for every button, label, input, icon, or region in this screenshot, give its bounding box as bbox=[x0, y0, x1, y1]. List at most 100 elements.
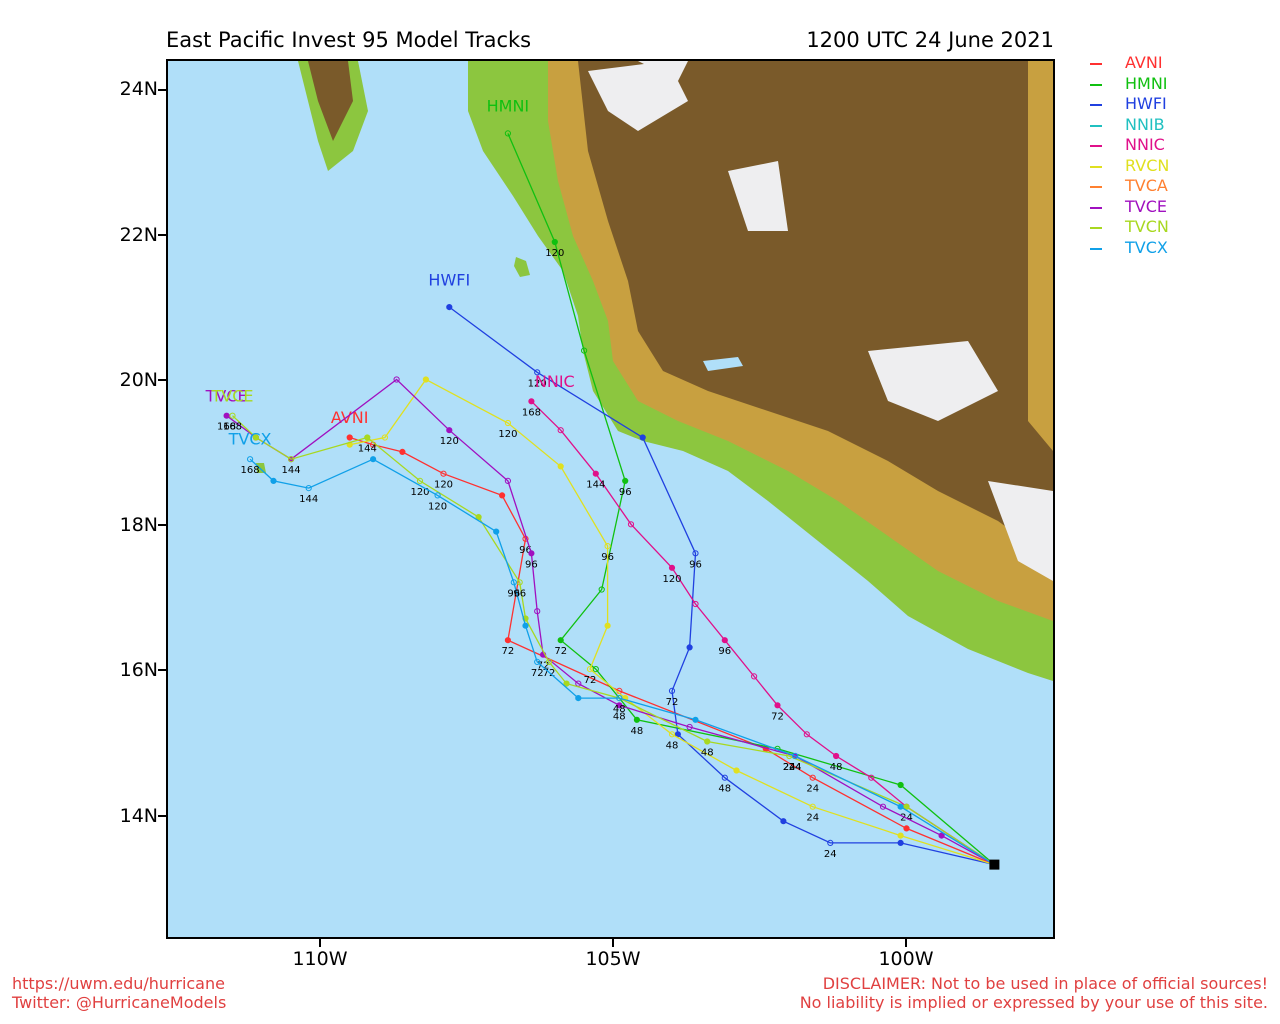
track-point-tvcx bbox=[692, 716, 699, 723]
forecast-hour-label: 120 bbox=[662, 574, 681, 585]
track-point-rvcn bbox=[604, 543, 611, 550]
track-point-rvcn bbox=[586, 666, 594, 673]
mountains bbox=[578, 61, 1053, 561]
footer-twitter[interactable]: Twitter: @HurricaneModels bbox=[12, 993, 227, 1012]
track-point-tvce bbox=[393, 376, 400, 383]
peak-4 bbox=[988, 481, 1053, 581]
track-point-nnic bbox=[868, 774, 875, 781]
disclaimer-line-1: DISCLAIMER: Not to be used in place of o… bbox=[822, 974, 1268, 993]
lat-label-16n: 16N bbox=[119, 659, 158, 681]
track-point-rvcn bbox=[504, 419, 511, 427]
forecast-hour-label: 96 bbox=[601, 552, 614, 563]
forecast-hour-label: 72 bbox=[554, 646, 567, 657]
legend-swatch-rvcn bbox=[1090, 165, 1102, 168]
track-point-tvcn bbox=[252, 434, 260, 441]
track-point-nnic bbox=[592, 470, 599, 477]
track-point-tvce bbox=[686, 723, 693, 731]
track-point-tvcn bbox=[288, 456, 295, 463]
lon-label-100w: 100W bbox=[878, 948, 934, 970]
lat-label-14n: 14N bbox=[119, 805, 158, 827]
track-point-avni bbox=[346, 434, 353, 441]
map-title: East Pacific Invest 95 Model Tracks bbox=[166, 28, 532, 52]
forecast-hour-label: 48 bbox=[631, 726, 644, 737]
forecast-hour-label: 48 bbox=[613, 711, 626, 722]
forecast-hour-label: 72 bbox=[543, 668, 556, 679]
track-point-tvcn bbox=[516, 579, 523, 586]
forecast-hour-label: 96 bbox=[519, 545, 532, 556]
track-rvcn bbox=[349, 378, 995, 866]
legend-swatch-nnib bbox=[1090, 124, 1102, 127]
track-point-tvcn bbox=[475, 514, 482, 521]
legend-swatch-tvca bbox=[1090, 186, 1102, 188]
legend-swatch-hmni bbox=[1090, 83, 1102, 86]
legend-swatch-tvcn bbox=[1090, 227, 1102, 229]
track-point-hwfi bbox=[639, 434, 646, 441]
track-point-hmni bbox=[622, 477, 629, 484]
legend-label-tvcn: TVCN bbox=[1125, 217, 1169, 236]
forecast-hour-label: 24 bbox=[824, 849, 837, 860]
footer-right: DISCLAIMER: Not to be used in place of o… bbox=[800, 974, 1268, 1012]
track-point-hmni bbox=[633, 716, 640, 723]
forecast-hour-label: 96 bbox=[513, 588, 526, 599]
track-point-hwfi bbox=[692, 550, 699, 557]
disclaimer-line-2: No liability is implied or expressed by … bbox=[799, 993, 1268, 1012]
peak-5 bbox=[638, 61, 688, 81]
track-point-tvcn bbox=[229, 412, 236, 419]
footer-left: https://uwm.edu/hurricane Twitter: @Hurr… bbox=[12, 974, 226, 1012]
track-point-hwfi bbox=[780, 818, 787, 825]
track-point-tvcx bbox=[575, 695, 582, 702]
track-point-hmni bbox=[598, 586, 605, 593]
track-point-hmni bbox=[551, 238, 558, 246]
track-end-label-nnic: NNIC bbox=[535, 372, 575, 391]
track-point-rvcn bbox=[557, 463, 564, 470]
forecast-hour-label: 168 bbox=[217, 422, 236, 433]
track-point-hwfi bbox=[668, 687, 676, 695]
track-point-nnic bbox=[528, 398, 535, 405]
track-point-hmni bbox=[504, 130, 511, 137]
track-point-hwfi bbox=[446, 304, 453, 311]
peak-2 bbox=[728, 161, 788, 231]
forecast-hour-label: 168 bbox=[522, 407, 541, 418]
track-point-nnic bbox=[803, 731, 810, 738]
forecast-hour-label: 120 bbox=[545, 248, 564, 259]
track-point-hwfi bbox=[686, 644, 693, 651]
track-point-hwfi bbox=[534, 369, 541, 376]
track-point-tvcn bbox=[545, 658, 553, 666]
track-point-tvcx bbox=[792, 752, 799, 760]
legend-label-hwfi: HWFI bbox=[1125, 94, 1167, 113]
track-point-hwfi bbox=[897, 839, 904, 847]
forecast-hour-label: 144 bbox=[586, 480, 605, 491]
track-point-tvce bbox=[528, 550, 535, 557]
track-point-rvcn bbox=[668, 731, 676, 738]
forecast-hour-label: 24 bbox=[789, 762, 802, 773]
legend-swatch-hwfi bbox=[1090, 104, 1102, 106]
footer-url[interactable]: https://uwm.edu/hurricane bbox=[12, 974, 225, 993]
track-point-tvce bbox=[446, 427, 453, 434]
track-point-rvcn bbox=[733, 767, 740, 774]
lon-label-110w: 110W bbox=[292, 948, 348, 970]
track-point-avni bbox=[499, 492, 506, 499]
track-point-avni bbox=[399, 448, 406, 455]
forecast-hour-label: 96 bbox=[507, 588, 520, 599]
forecast-hour-label: 144 bbox=[299, 494, 318, 505]
track-point-rvcn bbox=[604, 622, 611, 629]
legend-label-tvca: TVCA bbox=[1125, 176, 1168, 195]
baja-mountains bbox=[308, 61, 353, 141]
storm-start-marker bbox=[989, 859, 1000, 870]
track-point-tvcx bbox=[247, 456, 254, 463]
peak-3 bbox=[868, 341, 998, 421]
tracks-layer: 247296120AVNI24487296120HMNI24487296120H… bbox=[205, 97, 1000, 870]
track-point-rvcn bbox=[809, 803, 816, 810]
track-point-tvcn bbox=[704, 738, 711, 745]
track-point-tvcn bbox=[364, 434, 371, 441]
lat-label-18n: 18N bbox=[119, 514, 158, 536]
forecast-hour-label: 120 bbox=[528, 378, 547, 389]
track-end-label-hmni: HMNI bbox=[487, 97, 530, 116]
track-end-label-tvce: TVCE bbox=[205, 386, 248, 405]
track-point-avni bbox=[440, 470, 447, 477]
forecast-hour-label: 24 bbox=[806, 813, 819, 824]
forecast-hour-label: 96 bbox=[718, 646, 731, 657]
forecast-hour-label: 24 bbox=[789, 762, 802, 773]
track-point-rvcn bbox=[381, 434, 388, 441]
legend-swatch-avni bbox=[1090, 63, 1102, 65]
